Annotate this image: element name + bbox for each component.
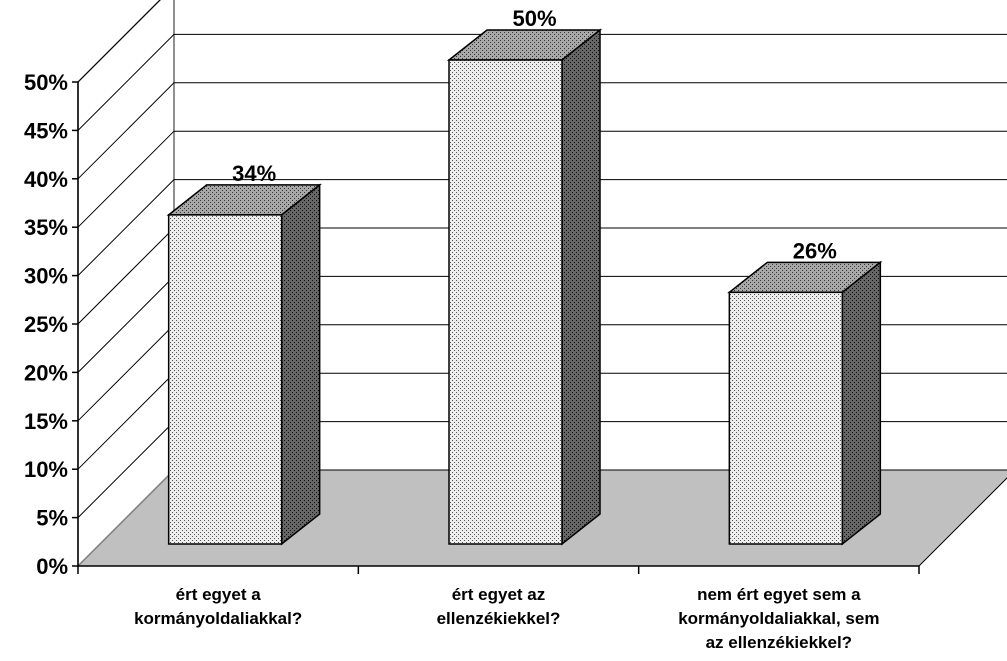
- y-tick-label: 25%: [24, 312, 68, 337]
- x-tick-label-line: kormányoldaliakkal?: [134, 609, 302, 628]
- bar-front: [728, 291, 844, 545]
- x-tick-label: ért egyet az ellenzékiekkel?: [437, 585, 561, 628]
- data-label: 26%: [793, 238, 837, 263]
- bar-1: 34%: [166, 161, 322, 546]
- x-tick-label-line: ellenzékiekkel?: [437, 609, 561, 628]
- bars: 34% 50% 26%: [166, 6, 883, 546]
- data-label: 50%: [512, 6, 556, 31]
- x-tick-label-line: az ellenzékiekkel?: [706, 633, 852, 652]
- y-tick-label: 45%: [24, 118, 68, 143]
- gridline: [77, 179, 1007, 276]
- data-label: 34%: [232, 161, 276, 186]
- x-tick-label: nem ért egyet sem a kormányoldaliakkal, s…: [678, 585, 879, 652]
- x-tick-label-line: nem ért egyet sem a: [697, 585, 861, 604]
- y-tick-label: 50%: [24, 70, 68, 95]
- bar-front: [448, 59, 563, 545]
- y-tick-label: 30%: [24, 264, 68, 289]
- bar-2: 50%: [446, 6, 603, 546]
- y-tick-label: 0%: [36, 554, 68, 579]
- y-tick-label: 35%: [24, 215, 68, 240]
- gridline: [77, 0, 161, 83]
- y-axis: 0% 5% 10% 15% 20% 25% 30% 35% 40% 45% 50%: [24, 70, 919, 579]
- x-tick-label: ért egyet a kormányoldaliakkal?: [134, 585, 302, 628]
- y-tick-label: 20%: [24, 360, 68, 385]
- y-tick-label: 15%: [24, 409, 68, 434]
- y-tick-label: 5%: [36, 506, 68, 531]
- y-tick-label: 10%: [24, 457, 68, 482]
- bar-side: [561, 28, 601, 546]
- gridline: [77, 33, 1007, 131]
- x-axis-labels: ért egyet a kormányoldaliakkal?ért egyet …: [77, 566, 920, 652]
- gridline: [77, 130, 1007, 228]
- bar-side: [841, 260, 882, 546]
- bar-side: [280, 183, 321, 546]
- x-tick-label-line: ért egyet az: [452, 585, 546, 604]
- y-tick-label: 40%: [24, 167, 68, 192]
- bar-front: [167, 214, 283, 545]
- bar-3: 26%: [727, 238, 883, 546]
- gridline: [77, 82, 1007, 180]
- x-tick-label-line: ért egyet a: [176, 585, 262, 604]
- x-tick-label-line: kormányoldaliakkal, sem: [678, 609, 879, 628]
- left-wall: [77, 0, 175, 568]
